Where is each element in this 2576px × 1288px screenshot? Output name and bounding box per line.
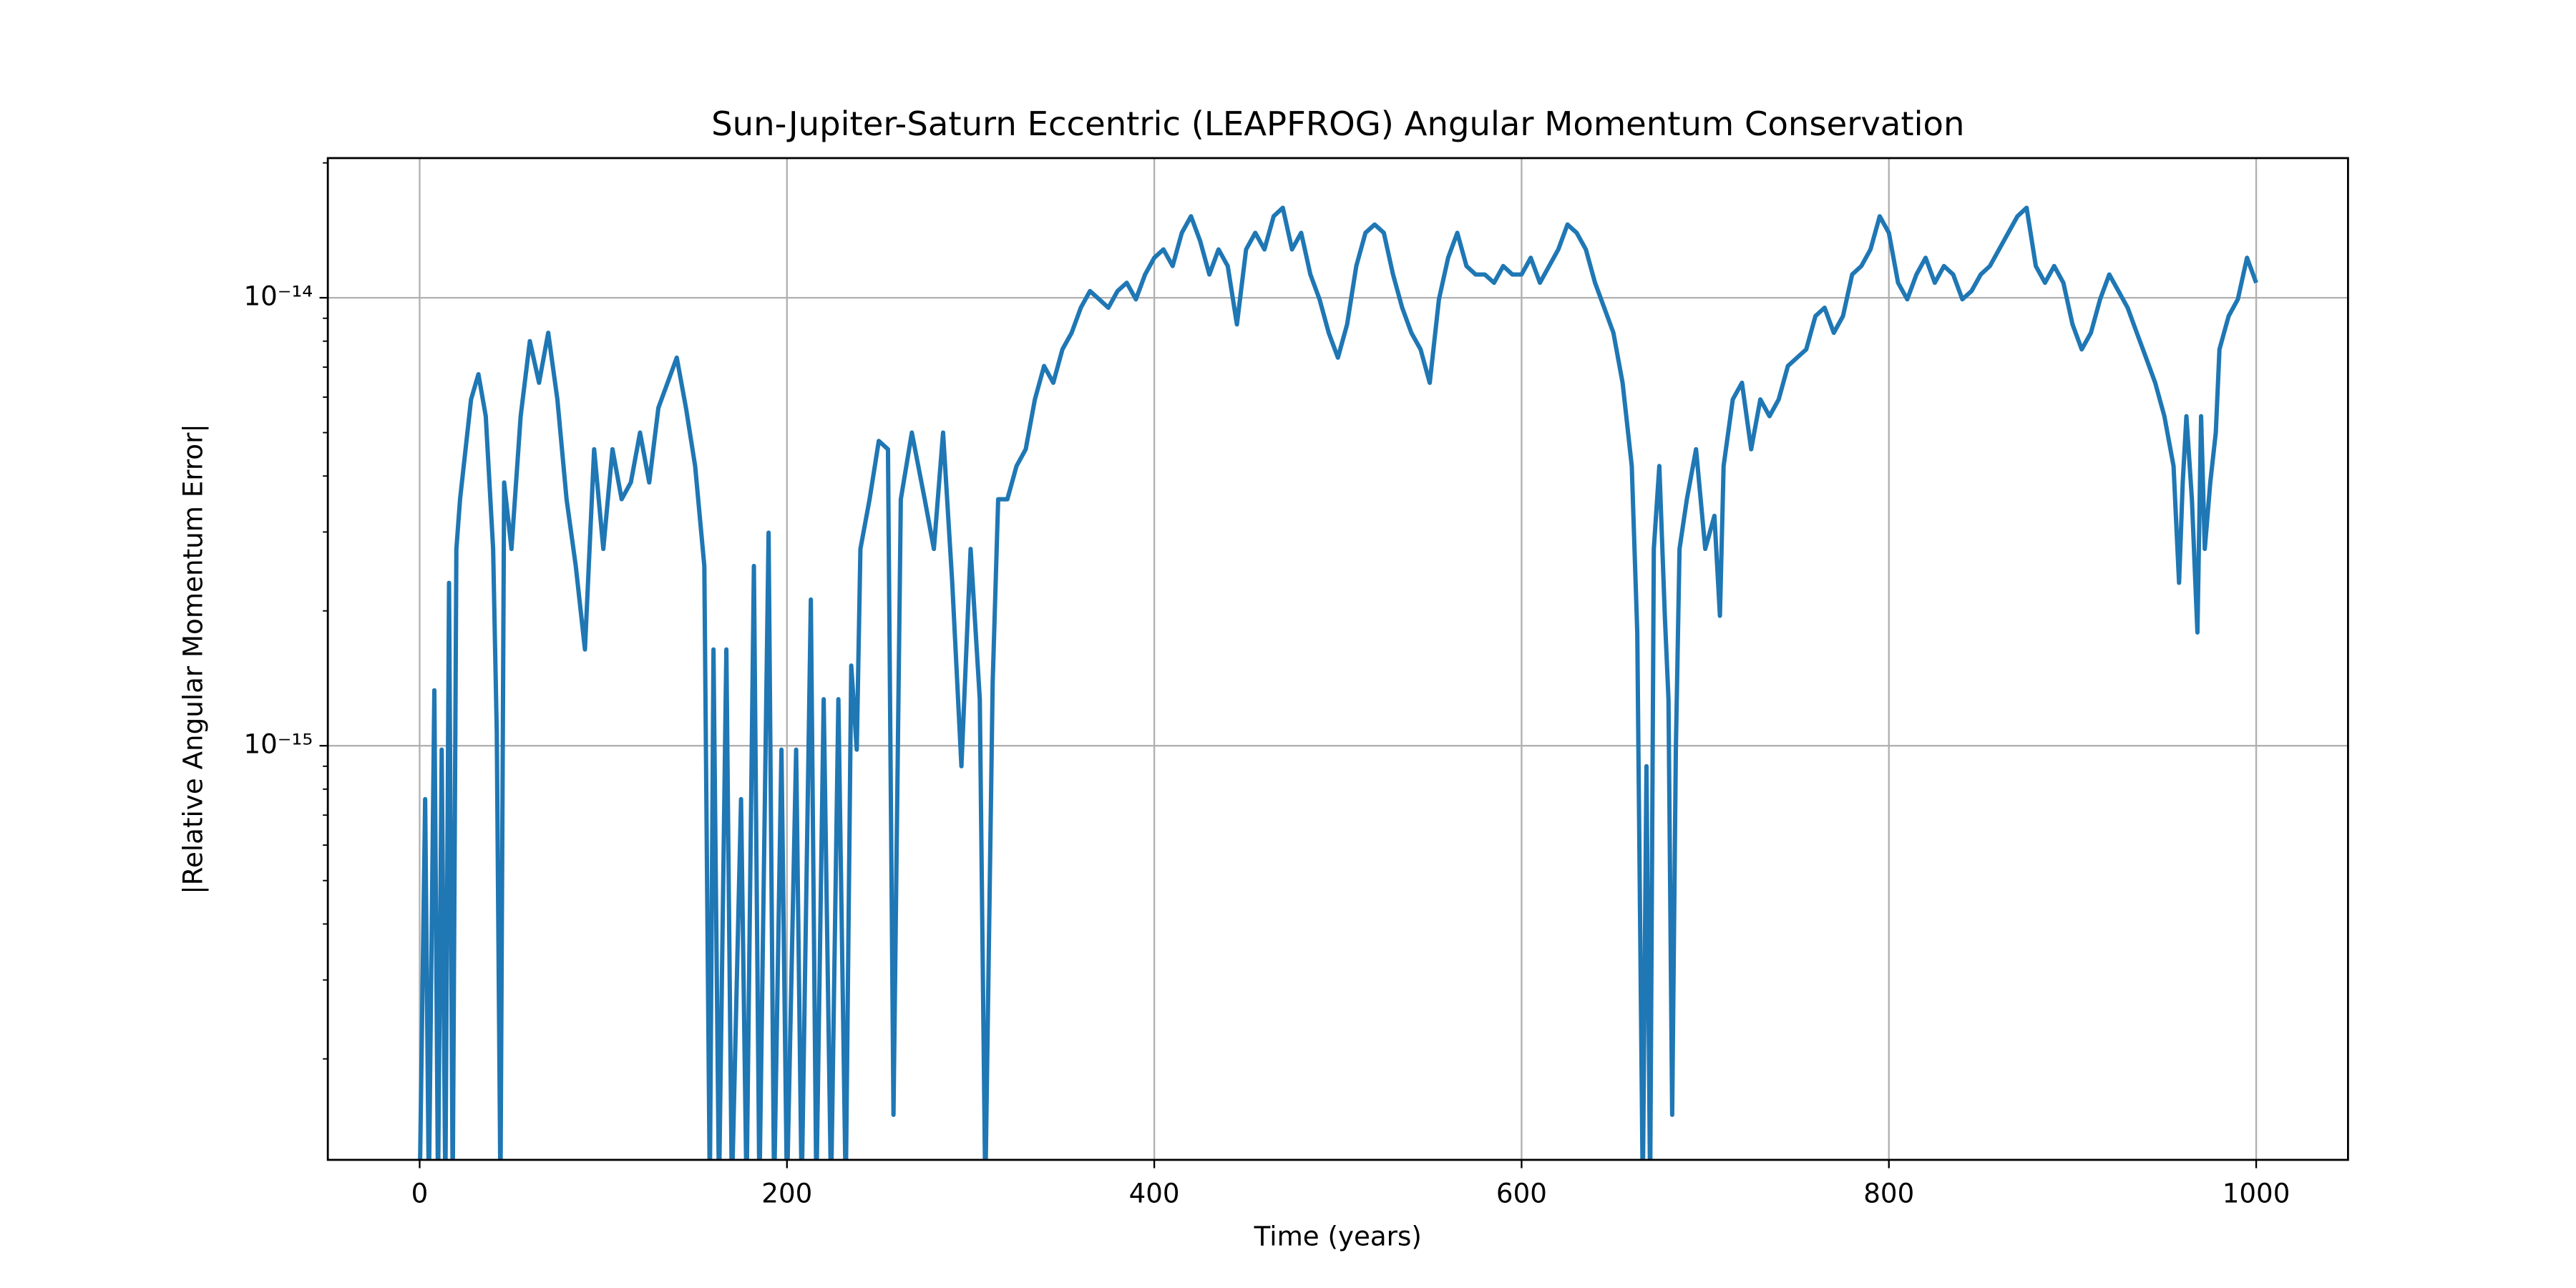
plot-frame — [326, 157, 2349, 1161]
y-tick-label: 10⁻¹⁴ — [243, 280, 313, 312]
x-tick-label: 800 — [1863, 1177, 1914, 1209]
x-tick-label: 0 — [411, 1177, 429, 1209]
x-tick-label: 200 — [761, 1177, 812, 1209]
x-tick-label: 400 — [1129, 1177, 1180, 1209]
y-tick-label: 10⁻¹⁵ — [243, 728, 313, 760]
y-axis-label: |Relative Angular Momentum Error| — [177, 424, 210, 894]
data-line — [418, 205, 2258, 1160]
x-axis-label: Time (years) — [1254, 1221, 1422, 1252]
x-tick-label: 600 — [1496, 1177, 1547, 1209]
chart-title: Sun-Jupiter-Saturn Eccentric (LEAPFROG) … — [711, 104, 1964, 143]
x-tick-label: 1000 — [2223, 1177, 2290, 1209]
